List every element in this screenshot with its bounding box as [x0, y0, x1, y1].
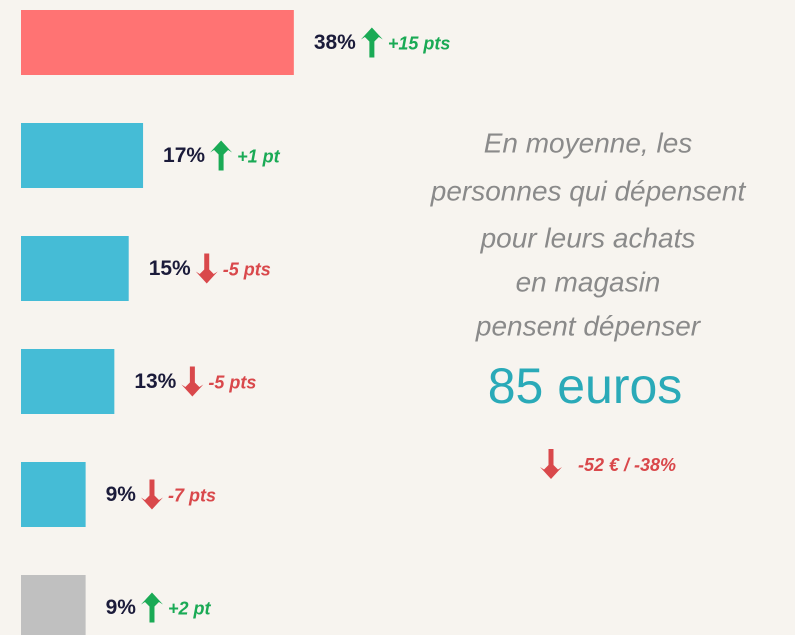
change-arrow	[540, 449, 562, 479]
value-label: 9%	[106, 483, 137, 506]
change-arrow	[195, 253, 218, 284]
summary-change: -52 € / -38%	[578, 455, 676, 475]
summary-line: En moyenne, les	[484, 127, 693, 158]
change-label: -7 pts	[168, 485, 216, 505]
bar	[21, 10, 294, 75]
value-label: 17%	[163, 144, 205, 167]
change-label: -5 pts	[223, 259, 271, 279]
bar	[21, 123, 144, 188]
value-label: 13%	[134, 370, 176, 393]
change-label: +15 pts	[388, 33, 451, 53]
bar	[21, 575, 86, 635]
change-label: -5 pts	[208, 372, 256, 392]
value-label: 38%	[314, 31, 356, 54]
value-label: 15%	[149, 257, 191, 280]
change-arrow	[140, 479, 163, 510]
bar	[21, 462, 86, 527]
change-arrow	[181, 366, 204, 397]
bar	[21, 349, 115, 414]
change-arrow	[210, 140, 233, 171]
change-label: +2 pt	[168, 598, 212, 618]
summary-amount: 85 euros	[488, 358, 683, 414]
summary-line: pensent dépenser	[475, 310, 702, 341]
change-arrow	[360, 27, 383, 58]
value-label: 9%	[106, 596, 137, 619]
change-label: +1 pt	[237, 146, 281, 166]
summary-line: pour leurs achats	[480, 222, 696, 253]
change-arrow	[140, 592, 163, 623]
bar	[21, 236, 129, 301]
summary-line: personnes qui dépensent	[430, 175, 747, 206]
summary-line: en magasin	[516, 266, 661, 297]
